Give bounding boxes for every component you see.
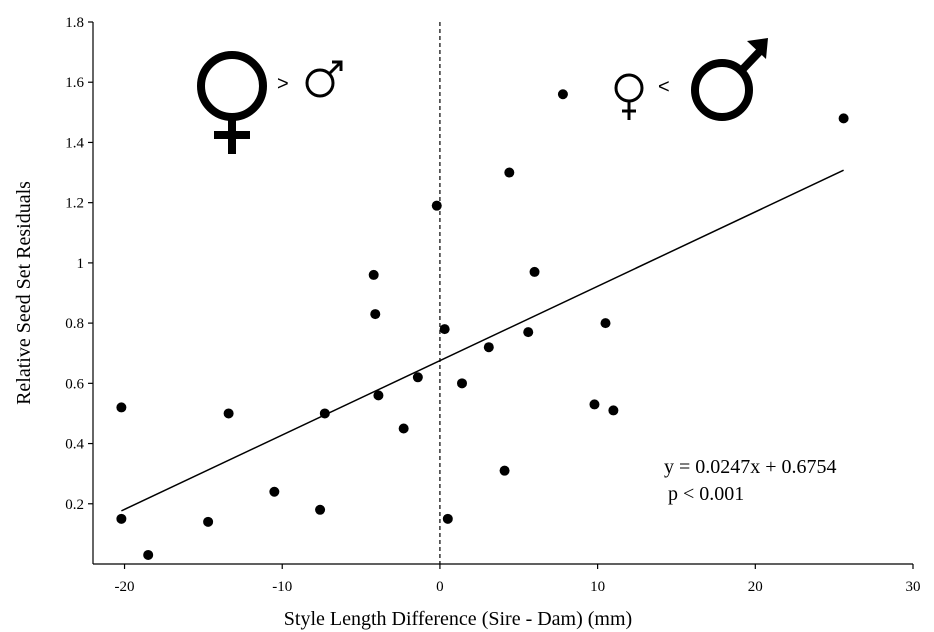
y-tick-label: 1.4 [65, 135, 84, 151]
y-ticks: 0.2 0.4 0.6 0.8 1 1.2 1.4 1.6 1.8 [65, 15, 93, 513]
left-comparison-sign: > [277, 73, 289, 95]
data-point [143, 549, 154, 560]
data-point [116, 402, 127, 413]
male-large-symbol [691, 38, 768, 121]
data-point [523, 327, 534, 338]
data-point [442, 513, 453, 524]
data-point [373, 390, 384, 401]
data-point [838, 113, 849, 124]
data-point [203, 516, 214, 527]
x-tick-label: -10 [272, 579, 292, 595]
data-point [608, 405, 619, 416]
data-point [499, 465, 510, 476]
p-value: p < 0.001 [668, 483, 744, 505]
y-tick-label: 1.2 [65, 196, 84, 212]
data-point [269, 486, 280, 497]
data-point [589, 399, 600, 410]
x-axis-title: Style Length Difference (Sire - Dam) (mm… [284, 608, 632, 630]
data-points [116, 89, 849, 560]
x-tick-label: 30 [906, 579, 921, 595]
y-tick-label: 1.6 [65, 75, 84, 91]
data-point [223, 408, 234, 419]
y-tick-label: 0.2 [65, 497, 84, 513]
data-point [315, 504, 326, 515]
x-tick-label: -20 [115, 579, 135, 595]
data-point [529, 266, 540, 277]
x-tick-label: 20 [748, 579, 763, 595]
regression-equation: y = 0.0247x + 0.6754 [664, 456, 837, 478]
y-tick-label: 1 [77, 256, 85, 272]
x-tick-label: 10 [590, 579, 605, 595]
y-tick-label: 0.4 [65, 437, 84, 453]
data-point [457, 378, 467, 389]
data-point [412, 372, 423, 383]
data-point [431, 200, 442, 211]
axes [92, 22, 913, 565]
female-small-symbol [614, 73, 644, 120]
data-point [398, 423, 409, 434]
right-comparison-sign: < [658, 76, 670, 98]
female-large-symbol [197, 51, 267, 154]
data-point [319, 408, 330, 419]
y-axis-title: Relative Seed Set Residuals [13, 181, 35, 405]
data-point [116, 513, 127, 524]
y-tick-label: 0.8 [65, 316, 84, 332]
y-tick-label: 1.8 [65, 15, 84, 31]
y-tick-label: 0.6 [65, 376, 84, 392]
data-point [370, 309, 381, 320]
male-small-symbol [305, 60, 343, 98]
data-point [557, 89, 568, 100]
x-tick-label: 0 [436, 579, 444, 595]
data-point [368, 269, 379, 280]
data-point [439, 324, 450, 335]
x-ticks: -20 -10 0 10 20 30 [115, 564, 921, 595]
data-point [483, 342, 494, 353]
trend-line [121, 169, 844, 512]
data-point [504, 167, 515, 178]
data-point [600, 318, 611, 329]
